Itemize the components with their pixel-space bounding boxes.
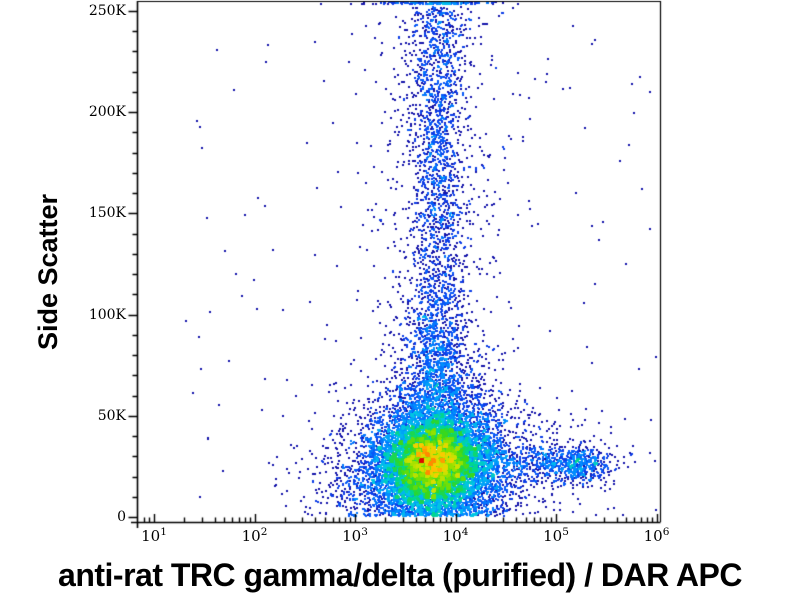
y-tick-label: 0 [117,509,126,525]
x-tick-base: 10 [643,527,663,545]
x-tick-base: 10 [342,527,362,545]
x-tick-base: 10 [241,527,261,545]
x-tick-label: 102 [242,526,268,545]
x-tick-exponent: 1 [160,526,167,538]
y-tick-label: 100K [88,306,126,323]
x-tick-exponent: 5 [562,526,569,538]
x-tick-label: 105 [543,526,569,545]
x-tick-exponent: 4 [461,526,469,538]
x-tick-base: 10 [141,527,161,545]
x-tick-exponent: 3 [361,526,368,538]
y-axis-title: Side Scatter [33,193,63,351]
x-axis-title: anti-rat TRC gamma/delta (purified) / DA… [58,557,742,593]
x-tick-base: 10 [442,527,462,545]
x-tick-label: 101 [141,526,167,545]
y-tick-label: 250K [88,3,126,19]
y-tick-label: 50K [97,407,126,424]
x-tick-label: 104 [443,526,469,545]
x-tick-base: 10 [543,527,563,545]
y-tick-label: 200K [88,104,126,121]
x-tick-label: 103 [342,526,368,545]
x-tick-exponent: 6 [662,526,670,538]
x-tick-exponent: 2 [260,526,268,538]
x-tick-label: 106 [644,526,670,545]
y-tick-label: 150K [88,205,126,222]
